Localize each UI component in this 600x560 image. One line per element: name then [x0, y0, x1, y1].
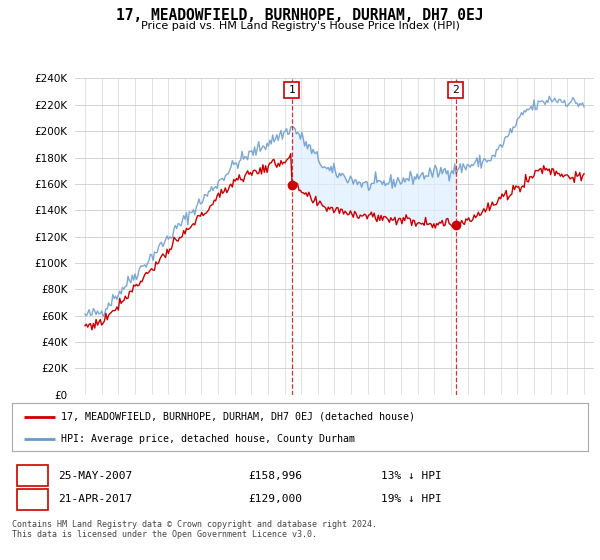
Text: 2: 2	[452, 85, 460, 95]
Text: 25-MAY-2007: 25-MAY-2007	[58, 470, 133, 480]
Text: HPI: Average price, detached house, County Durham: HPI: Average price, detached house, Coun…	[61, 434, 355, 444]
FancyBboxPatch shape	[448, 82, 463, 98]
Text: 2: 2	[29, 493, 36, 506]
Text: 1: 1	[288, 85, 295, 95]
Text: £158,996: £158,996	[248, 470, 302, 480]
Text: 17, MEADOWFIELD, BURNHOPE, DURHAM, DH7 0EJ (detached house): 17, MEADOWFIELD, BURNHOPE, DURHAM, DH7 0…	[61, 412, 415, 422]
Text: 19% ↓ HPI: 19% ↓ HPI	[380, 494, 442, 505]
FancyBboxPatch shape	[17, 489, 48, 510]
FancyBboxPatch shape	[17, 465, 48, 486]
Text: 21-APR-2017: 21-APR-2017	[58, 494, 133, 505]
Text: £129,000: £129,000	[248, 494, 302, 505]
Text: 13% ↓ HPI: 13% ↓ HPI	[380, 470, 442, 480]
Text: 17, MEADOWFIELD, BURNHOPE, DURHAM, DH7 0EJ: 17, MEADOWFIELD, BURNHOPE, DURHAM, DH7 0…	[116, 8, 484, 24]
FancyBboxPatch shape	[284, 82, 299, 98]
Text: 1: 1	[29, 469, 36, 482]
Text: Contains HM Land Registry data © Crown copyright and database right 2024.
This d: Contains HM Land Registry data © Crown c…	[12, 520, 377, 539]
Text: Price paid vs. HM Land Registry's House Price Index (HPI): Price paid vs. HM Land Registry's House …	[140, 21, 460, 31]
